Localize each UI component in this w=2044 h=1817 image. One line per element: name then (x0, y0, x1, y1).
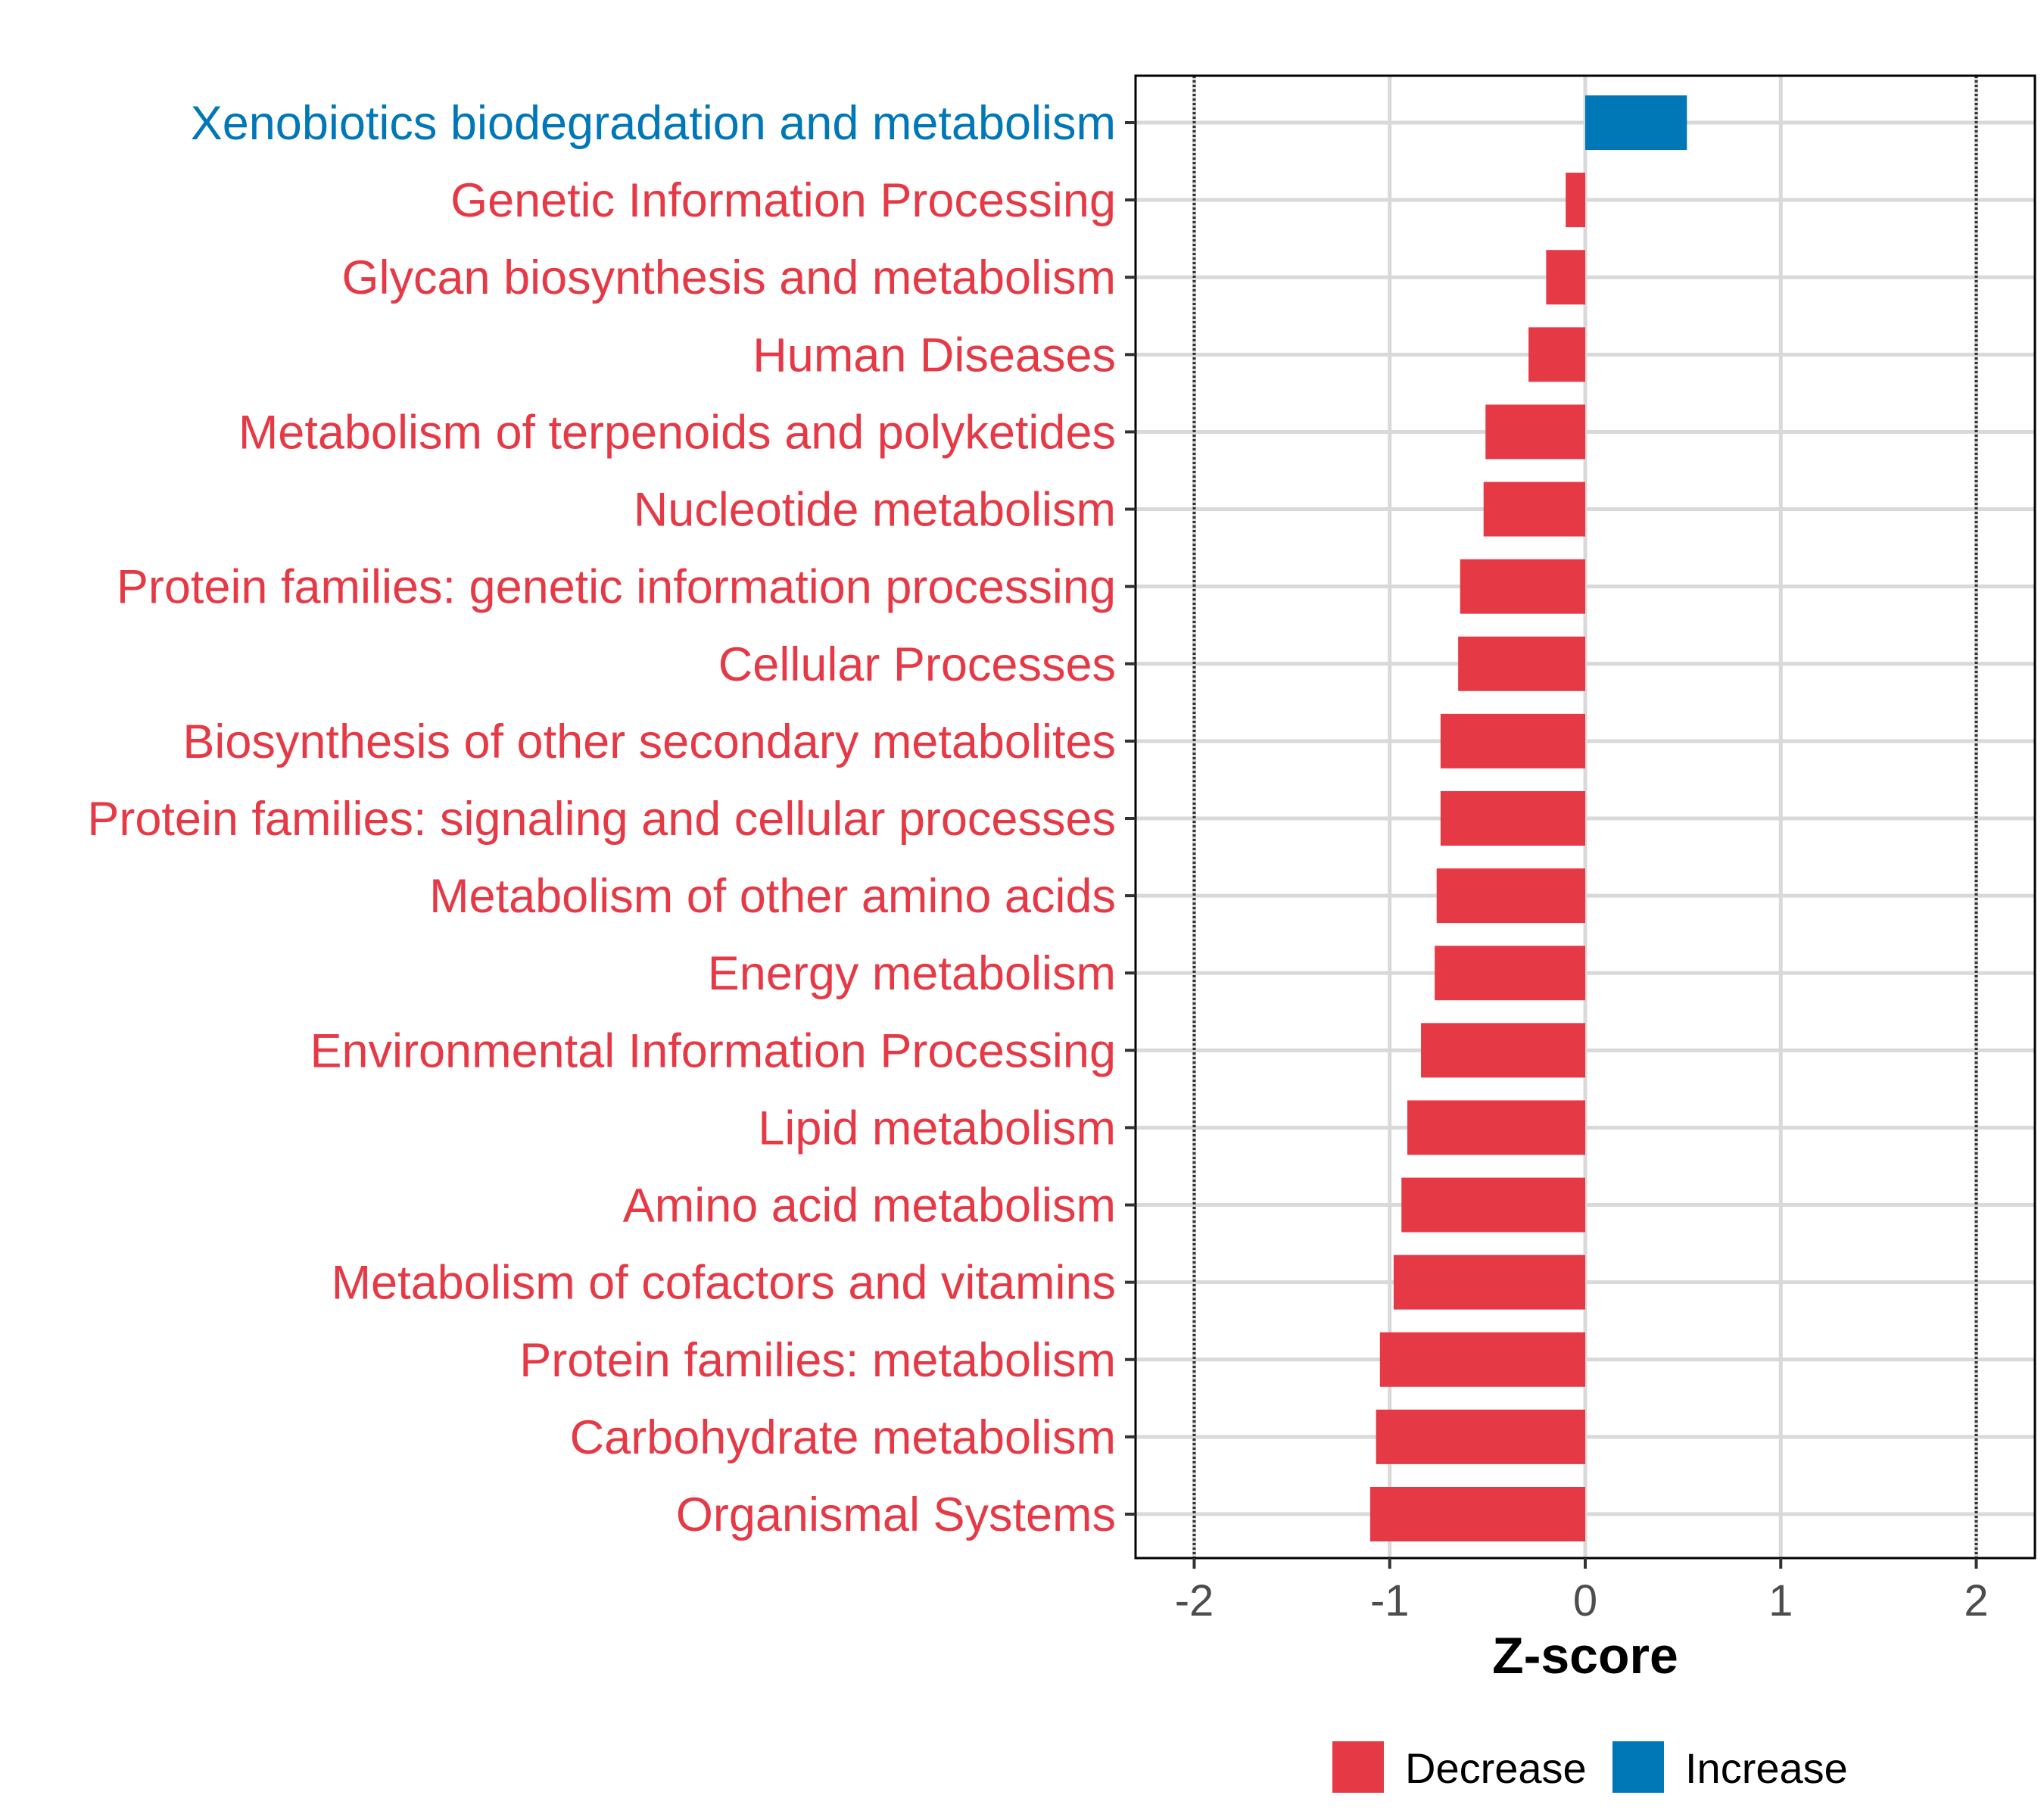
legend-swatch (1332, 1741, 1384, 1793)
bar (1379, 1332, 1585, 1387)
bar (1369, 1487, 1585, 1541)
bar (1485, 404, 1585, 460)
x-axis-title: Z-score (1492, 1627, 1678, 1685)
bar (1393, 1254, 1585, 1310)
legend-swatch (1612, 1741, 1664, 1793)
bar (1407, 1100, 1585, 1155)
x-tick-label: 1 (1768, 1576, 1793, 1625)
category-label: Environmental Information Processing (310, 1024, 1116, 1077)
category-label: Cellular Processes (718, 638, 1116, 691)
bar (1440, 713, 1585, 768)
category-label: Nucleotide metabolism (634, 484, 1116, 537)
bar (1376, 1409, 1585, 1464)
legend-label: Increase (1685, 1744, 1848, 1792)
reference-lines (1192, 76, 1978, 1558)
bar (1458, 636, 1585, 691)
x-tick-label: -2 (1175, 1576, 1214, 1625)
legend: Decrease Increase (1332, 1741, 1848, 1793)
x-axis-ticks: -2 -1 0 1 2 (1175, 1558, 1989, 1625)
category-label: Xenobiotics biodegradation and metabolis… (191, 97, 1116, 150)
bar (1421, 1023, 1585, 1078)
bars (1369, 95, 1687, 1541)
category-label: Energy metabolism (708, 947, 1116, 1000)
bar (1440, 791, 1585, 846)
bar (1528, 327, 1585, 382)
category-label: Organismal Systems (676, 1488, 1116, 1541)
x-tick-label: 0 (1573, 1576, 1597, 1625)
category-label: Protein families: signaling and cellular… (87, 793, 1116, 846)
category-label: Protein families: metabolism (519, 1334, 1116, 1387)
category-label: Protein families: genetic information pr… (117, 561, 1116, 614)
category-label: Human Diseases (752, 329, 1116, 382)
category-label: Metabolism of other amino acids (429, 870, 1116, 923)
bar (1401, 1177, 1585, 1233)
bar (1585, 95, 1687, 150)
category-label: Carbohydrate metabolism (570, 1411, 1116, 1464)
bar (1460, 559, 1585, 614)
bar (1436, 868, 1585, 924)
bar (1566, 173, 1585, 228)
category-label: Glycan biosynthesis and metabolism (342, 251, 1117, 304)
bar (1483, 482, 1585, 537)
category-label: Biosynthesis of other secondary metaboli… (182, 715, 1116, 768)
category-label: Lipid metabolism (758, 1102, 1116, 1155)
category-label: Metabolism of cofactors and vitamins (332, 1257, 1116, 1310)
category-label: Metabolism of terpenoids and polyketides (238, 406, 1116, 459)
bar (1546, 250, 1585, 305)
y-axis-ticks (1125, 121, 1136, 1516)
category-label: Genetic Information Processing (450, 174, 1116, 227)
y-axis-category-labels: Xenobiotics biodegradation and metabolis… (87, 97, 1116, 1541)
x-tick-label: -1 (1370, 1576, 1410, 1625)
x-tick-label: 2 (1964, 1576, 1988, 1625)
category-label: Amino acid metabolism (623, 1180, 1116, 1233)
bar (1435, 946, 1585, 1001)
legend-label: Decrease (1405, 1744, 1587, 1792)
